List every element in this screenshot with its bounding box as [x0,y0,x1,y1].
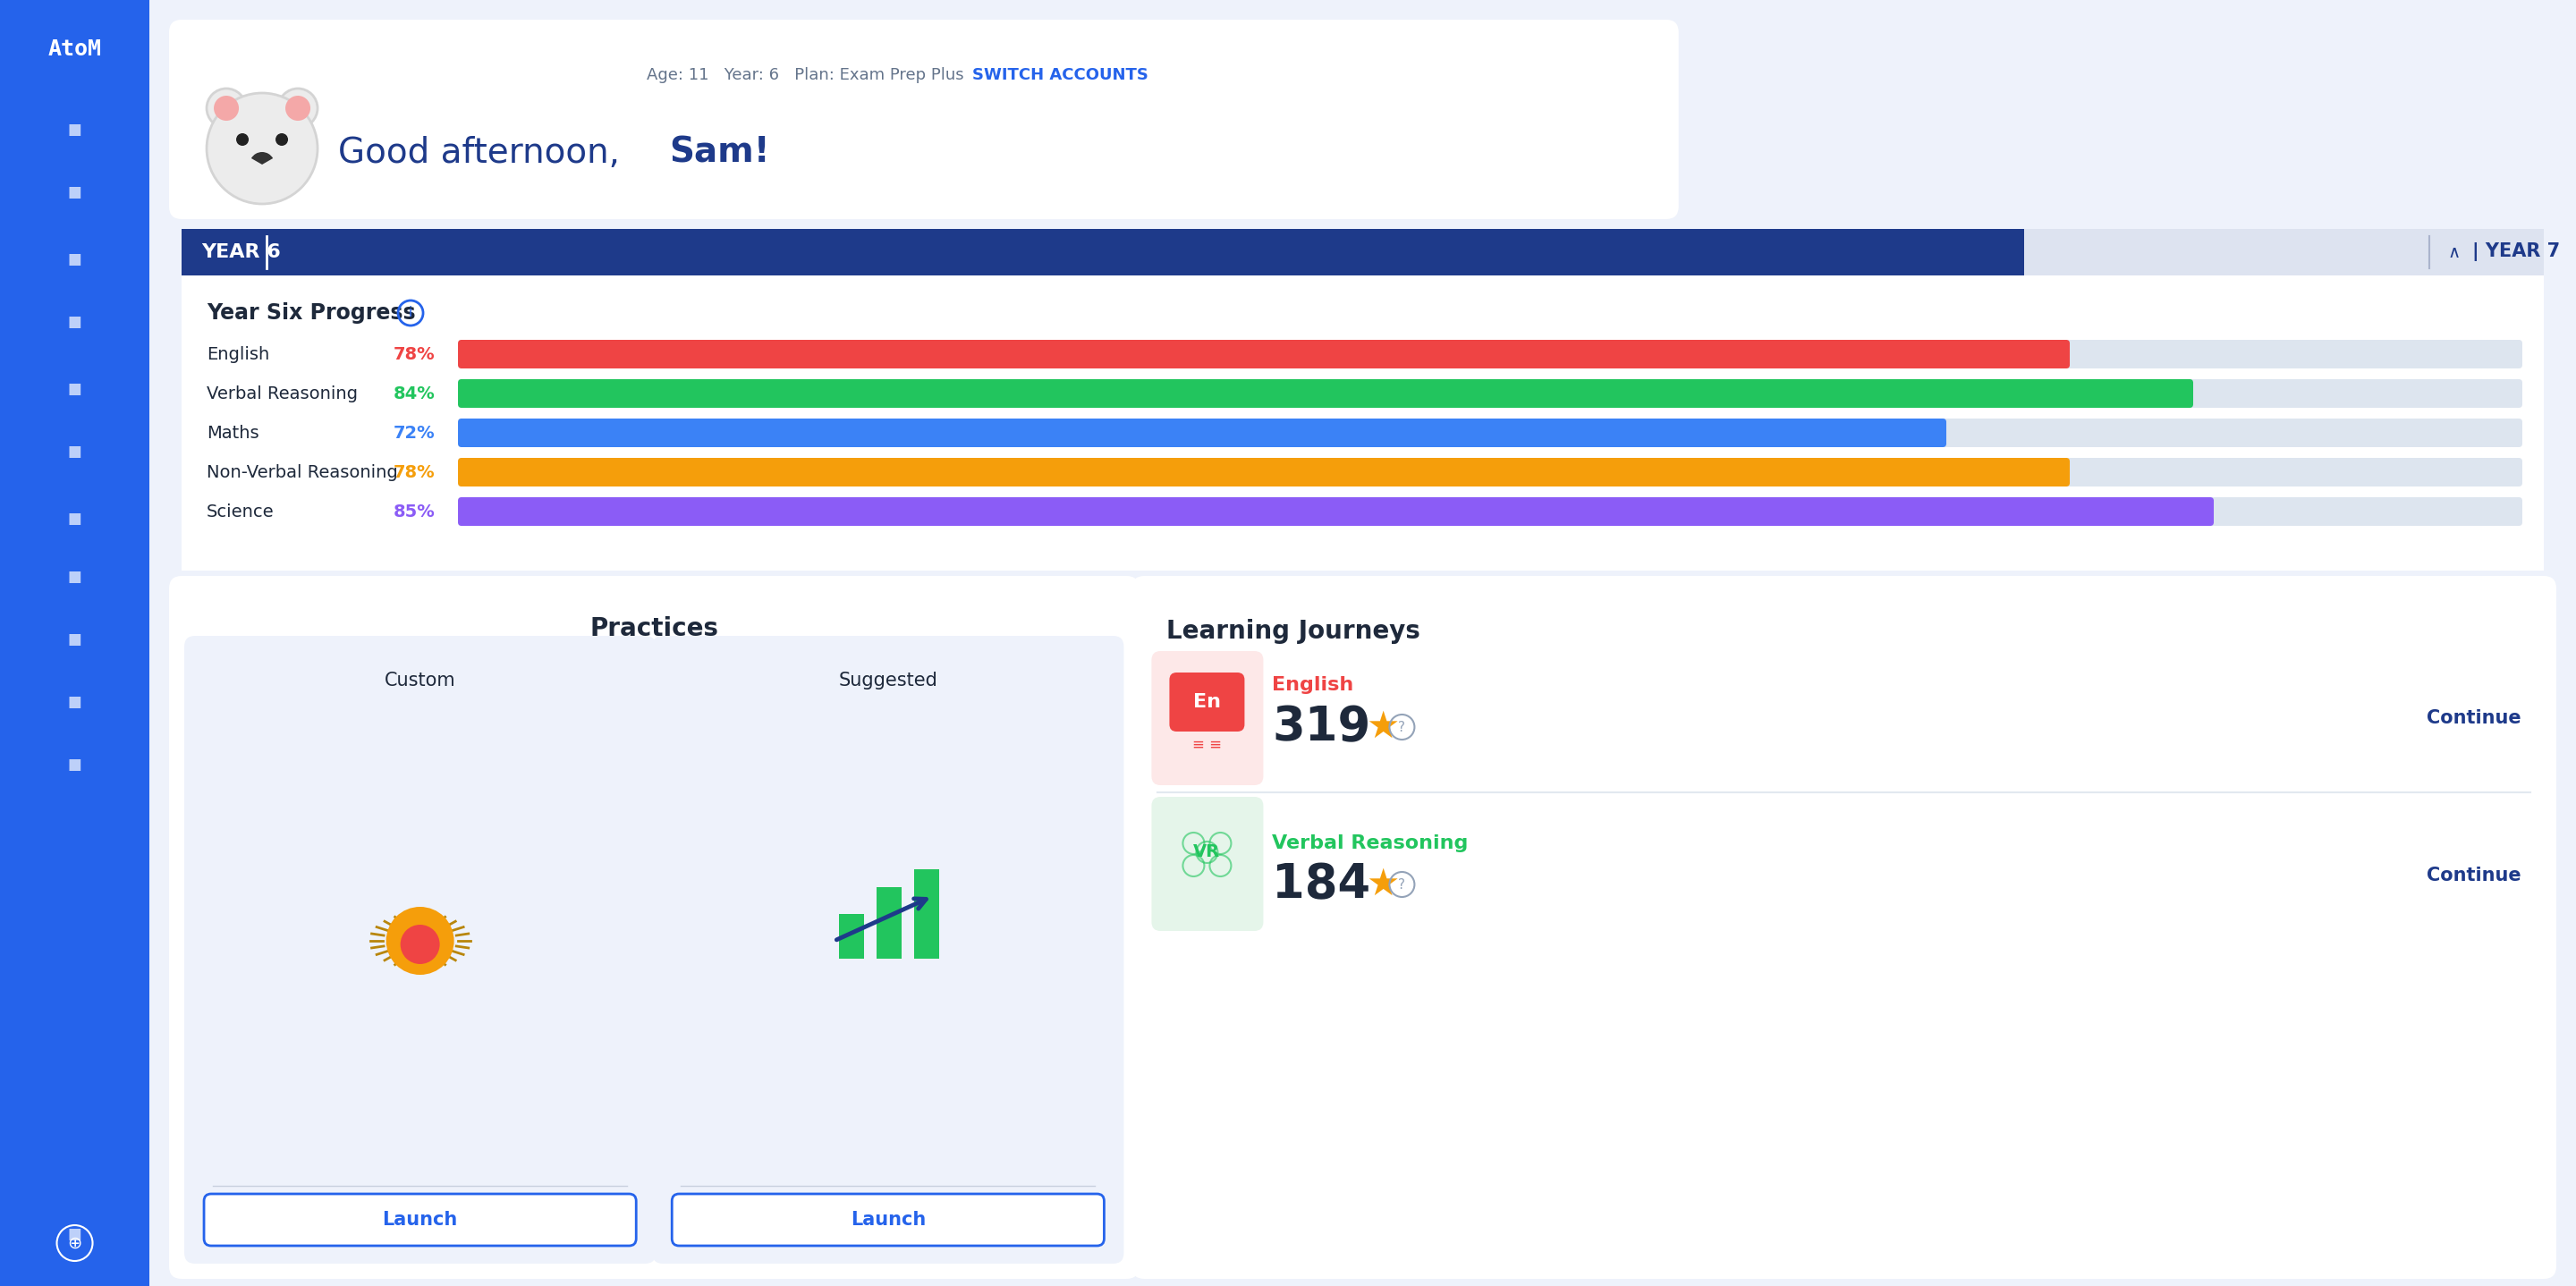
FancyBboxPatch shape [204,1193,636,1246]
Text: ■: ■ [67,511,82,527]
Text: Year Six Progress: Year Six Progress [206,302,415,324]
FancyBboxPatch shape [170,576,1139,1278]
FancyBboxPatch shape [170,19,1680,219]
FancyBboxPatch shape [459,379,2192,408]
Circle shape [214,95,240,121]
FancyBboxPatch shape [914,869,940,958]
Text: ■: ■ [67,251,82,267]
Text: ≡ ≡: ≡ ≡ [1193,737,1221,754]
Text: Continue: Continue [2427,709,2522,727]
FancyBboxPatch shape [1151,797,1262,931]
Text: Good afternoon,: Good afternoon, [337,136,631,170]
FancyBboxPatch shape [876,887,902,958]
Text: 78%: 78% [394,346,435,363]
FancyBboxPatch shape [652,635,1123,1264]
FancyBboxPatch shape [1151,651,1262,786]
Text: ■: ■ [67,694,82,710]
Text: VR: VR [1193,844,1221,860]
FancyBboxPatch shape [459,458,2069,486]
Text: En: En [1193,693,1221,711]
Text: ■: ■ [67,756,82,773]
Text: ?: ? [1399,720,1406,734]
Text: ■: ■ [67,314,82,331]
FancyBboxPatch shape [0,0,149,1286]
FancyBboxPatch shape [1170,673,1244,732]
Text: Launch: Launch [381,1211,459,1228]
Text: Age: 11   Year: 6   Plan: Exam Prep Plus: Age: 11 Year: 6 Plan: Exam Prep Plus [647,67,963,84]
Text: ∧: ∧ [2447,243,2460,261]
Text: YEAR 6: YEAR 6 [201,243,281,261]
Text: 72%: 72% [394,424,435,441]
Circle shape [399,925,440,964]
Text: ★: ★ [1365,865,1399,903]
FancyBboxPatch shape [459,340,2069,369]
Text: Science: Science [206,503,273,520]
Circle shape [237,134,250,145]
Text: Maths: Maths [206,424,260,441]
Text: Continue: Continue [2427,867,2522,885]
Text: Practices: Practices [590,616,719,642]
Text: Verbal Reasoning: Verbal Reasoning [206,385,358,403]
Circle shape [276,134,289,145]
Text: | YEAR 7: | YEAR 7 [2473,243,2561,261]
FancyBboxPatch shape [459,379,2522,408]
FancyBboxPatch shape [185,635,657,1264]
FancyBboxPatch shape [152,1,2573,1285]
FancyBboxPatch shape [1131,576,2555,1278]
Text: ■: ■ [67,184,82,201]
FancyBboxPatch shape [180,275,2545,571]
Text: 78%: 78% [1968,243,2014,261]
Text: ?: ? [1399,878,1406,891]
Text: Suggested: Suggested [837,671,938,689]
Text: ■: ■ [67,1226,82,1242]
Text: Non-Verbal Reasoning: Non-Verbal Reasoning [206,464,397,481]
Text: i: i [410,306,412,320]
Text: Custom: Custom [384,671,456,689]
Text: Launch: Launch [850,1211,925,1228]
Wedge shape [252,152,273,165]
Text: ■: ■ [67,122,82,138]
Text: 85%: 85% [394,503,435,520]
Text: 84%: 84% [394,385,435,403]
Circle shape [206,89,247,127]
Text: ★: ★ [1365,709,1399,746]
Circle shape [386,907,453,975]
Text: ■: ■ [67,568,82,585]
Text: 184: 184 [1273,862,1370,908]
FancyBboxPatch shape [672,1193,1105,1246]
Text: ■: ■ [67,631,82,647]
Text: Sam!: Sam! [670,136,770,170]
Text: 78%: 78% [394,464,435,481]
Text: English: English [206,346,270,363]
Text: ⊕: ⊕ [67,1235,82,1251]
Text: 319: 319 [1273,703,1370,750]
Text: AtoM: AtoM [49,39,100,60]
FancyBboxPatch shape [180,229,2545,275]
FancyBboxPatch shape [2025,229,2545,275]
FancyBboxPatch shape [459,418,1947,448]
FancyBboxPatch shape [459,498,2522,526]
FancyBboxPatch shape [459,340,2522,369]
Circle shape [278,89,317,127]
Text: English: English [1273,676,1355,694]
FancyBboxPatch shape [840,914,863,958]
FancyBboxPatch shape [459,498,2213,526]
Text: Learning Journeys: Learning Journeys [1167,619,1419,644]
FancyBboxPatch shape [459,458,2522,486]
FancyBboxPatch shape [459,418,2522,448]
Text: Verbal Reasoning: Verbal Reasoning [1273,835,1468,853]
Text: ■: ■ [67,444,82,459]
Text: ■: ■ [67,381,82,397]
Circle shape [286,95,312,121]
Text: SWITCH ACCOUNTS: SWITCH ACCOUNTS [971,67,1149,84]
Circle shape [206,93,317,204]
